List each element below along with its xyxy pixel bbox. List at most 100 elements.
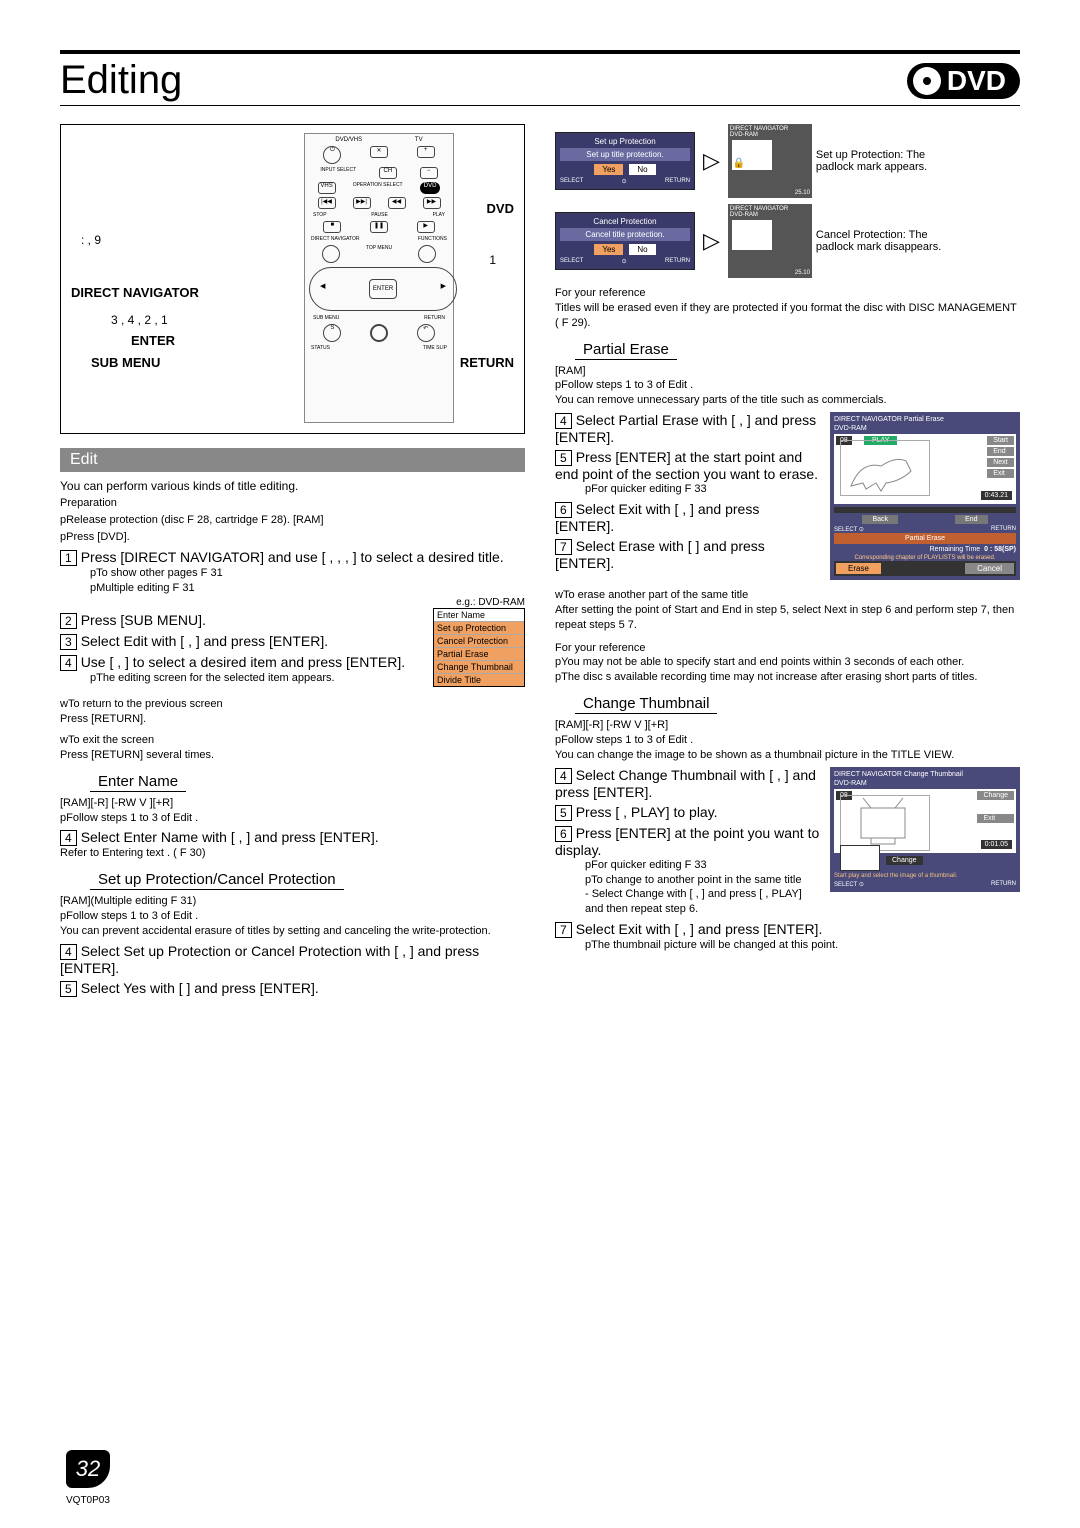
exit-screen-body: Press [RETURN] several times. xyxy=(60,748,525,763)
remain-label: Remaining Time xyxy=(930,546,981,553)
dvd-select-btn: DVD xyxy=(420,182,441,194)
edit-step1: 1Press [DIRECT NAVIGATOR] and use [ , , … xyxy=(60,549,525,566)
stop-btn: ■ xyxy=(323,221,341,233)
return-btn: ↶ xyxy=(417,324,435,342)
right-column: Set up Protection Set up title protectio… xyxy=(555,124,1020,997)
next-btn: Next xyxy=(987,458,1014,467)
edit-step4-text: Use [ , ] to select a desired item and p… xyxy=(81,654,405,670)
partial-erase-screen: DIRECT NAVIGATOR Partial Erase DVD-RAM 0… xyxy=(830,412,1020,580)
edit-step1-text: Press [DIRECT NAVIGATOR] and use [ , , ,… xyxy=(81,549,504,565)
remote-control: DVD/VHSTV ⏻ ✕ + INPUT SELECT CH − VHS OP… xyxy=(304,133,454,423)
return-hint: RETURN xyxy=(665,258,690,265)
cancel-caption: Cancel Protection: The padlock mark disa… xyxy=(816,229,966,253)
padlock-icon: 🔒 xyxy=(733,158,745,169)
menu-item: Enter Name xyxy=(434,609,524,622)
document-id: VQT0P03 xyxy=(66,1495,110,1506)
menu-item: Cancel Protection xyxy=(434,635,524,648)
partial-ref1: pYou may not be able to specify start an… xyxy=(555,655,1020,670)
menu-item: Partial Erase xyxy=(434,648,524,661)
dialog-title: Set up Protection xyxy=(560,137,690,146)
page-number: 32 xyxy=(66,1450,110,1488)
time-display: 0:01.05 xyxy=(981,840,1012,849)
nav-thumb-unlocked: DIRECT NAVIGATOR DVD-RAM 25.10 xyxy=(728,204,812,278)
nav-media: DVD-RAM xyxy=(730,212,810,218)
prep-2: pPress [DVD]. xyxy=(60,530,525,545)
dialog-title: Cancel Protection xyxy=(560,217,690,226)
edit-step2-text: Press [SUB MENU]. xyxy=(81,612,206,628)
protection-heading: Set up Protection/Cancel Protection xyxy=(90,871,344,890)
setup-caption: Set up Protection: The padlock mark appe… xyxy=(816,149,966,173)
enter-name-ref: Refer to Entering text . ( F 30) xyxy=(60,846,525,861)
enter-btn: ENTER xyxy=(369,279,397,299)
select-hint: SELECT xyxy=(560,258,583,265)
label-return: RETURN xyxy=(460,355,514,370)
rew-btn: ◀◀ xyxy=(388,197,406,209)
pause-label: PAUSE xyxy=(371,212,388,218)
chapter-note: Corresponding chapter of PLAYLISTS will … xyxy=(834,555,1016,561)
menu-item: Divide Title xyxy=(434,674,524,686)
screen-header: DIRECT NAVIGATOR Change Thumbnail xyxy=(834,771,1016,778)
cancel-btn: Cancel xyxy=(965,563,1014,574)
tv-preview xyxy=(840,795,930,851)
partial-media: [RAM] xyxy=(555,364,1020,379)
protection-ref-body: Titles will be erased even if they are p… xyxy=(555,301,1020,331)
thumb-step4-text: Select Change Thumbnail with [ , ] and p… xyxy=(555,767,816,800)
enter-name-step4: 4Select Enter Name with [ , ] and press … xyxy=(60,829,525,846)
no-btn: No xyxy=(629,244,655,255)
partial-follow: pFollow steps 1 to 3 of Edit . xyxy=(555,378,1020,393)
change-thumbnail-screen: DIRECT NAVIGATOR Change Thumbnail DVD-RA… xyxy=(830,767,1020,892)
thumb-intro: You can change the image to be shown as … xyxy=(555,748,1020,763)
enter-name-follow: pFollow steps 1 to 3 of Edit . xyxy=(60,811,525,826)
functions-btn xyxy=(418,245,436,263)
nav-date: 25.10 xyxy=(795,270,810,276)
prep-label: Preparation xyxy=(60,496,525,511)
menu-item: Change Thumbnail xyxy=(434,661,524,674)
return-prev-body: Press [RETURN]. xyxy=(60,712,525,727)
partial-step5-text: Press [ENTER] at the start point and end… xyxy=(555,449,818,482)
play-label: PLAY xyxy=(433,212,445,218)
thumb-step7a: pThe thumbnail picture will be changed a… xyxy=(585,938,1020,953)
screen-header: DIRECT NAVIGATOR Partial Erase xyxy=(834,416,944,423)
top-menu-label: TOP MENU xyxy=(366,245,392,263)
label-one: 1 xyxy=(489,253,496,267)
yes-btn: Yes xyxy=(594,244,623,255)
partial-step7-text: Select Erase with [ ] and press [ENTER]. xyxy=(555,538,765,571)
cursor-pad: ◀ ▶ ENTER xyxy=(309,267,457,311)
thumb-step5-text: Press [ , PLAY] to play. xyxy=(576,804,718,820)
small-thumbnail xyxy=(840,845,880,871)
menu-item: Set up Protection xyxy=(434,622,524,635)
ch-up-btn: + xyxy=(417,146,435,158)
cancel-protection-row: Cancel Protection Cancel title protectio… xyxy=(555,204,1020,278)
change-side-btn: Change xyxy=(977,791,1014,800)
nav-date: 25.10 xyxy=(795,190,810,196)
protection-follow: pFollow steps 1 to 3 of Edit . xyxy=(60,909,525,924)
end-nav-btn: End xyxy=(955,515,987,524)
functions-label: FUNCTIONS xyxy=(418,236,447,242)
setup-protection-row: Set up Protection Set up title protectio… xyxy=(555,124,1020,198)
partial-ref2: pThe disc s available recording time may… xyxy=(555,670,1020,685)
protection-step5: 5Select Yes with [ ] and press [ENTER]. xyxy=(60,980,525,997)
power-icon: ⏻ xyxy=(323,146,341,164)
partial-step4-text: Select Partial Erase with [ , ] and pres… xyxy=(555,412,816,445)
mute-btn: ✕ xyxy=(370,146,388,158)
setup-protection-dialog: Set up Protection Set up title protectio… xyxy=(555,132,695,190)
partial-another-label: wTo erase another part of the same title xyxy=(555,588,1020,603)
protection-step5-text: Select Yes with [ ] and press [ENTER]. xyxy=(81,980,319,996)
enter-name-step4-text: Select Enter Name with [ , ] and press [… xyxy=(81,829,379,845)
label-3421: 3 , 4 , 2 , 1 xyxy=(111,313,168,327)
submenu-btn: S xyxy=(323,324,341,342)
menu-caption: e.g.: DVD-RAM xyxy=(60,597,525,608)
thumb-follow: pFollow steps 1 to 3 of Edit . xyxy=(555,733,1020,748)
remain-value: 0 : 58(SP) xyxy=(984,546,1016,553)
arrow-icon: ▷ xyxy=(703,148,720,174)
play-btn: ▶ xyxy=(417,221,435,233)
start-btn: Start xyxy=(987,436,1014,445)
erase-btn: Erase xyxy=(836,563,881,574)
timeslip-label: TIME SLIP xyxy=(423,345,447,351)
protection-step4-text: Select Set up Protection or Cancel Prote… xyxy=(60,943,479,976)
partial-heading: Partial Erase xyxy=(575,341,677,360)
page-title: Editing xyxy=(60,58,182,103)
ch-btn: CH xyxy=(379,167,397,179)
thumb-step6-text: Press [ENTER] at the point you want to d… xyxy=(555,825,819,858)
thumb-heading: Change Thumbnail xyxy=(575,695,717,714)
